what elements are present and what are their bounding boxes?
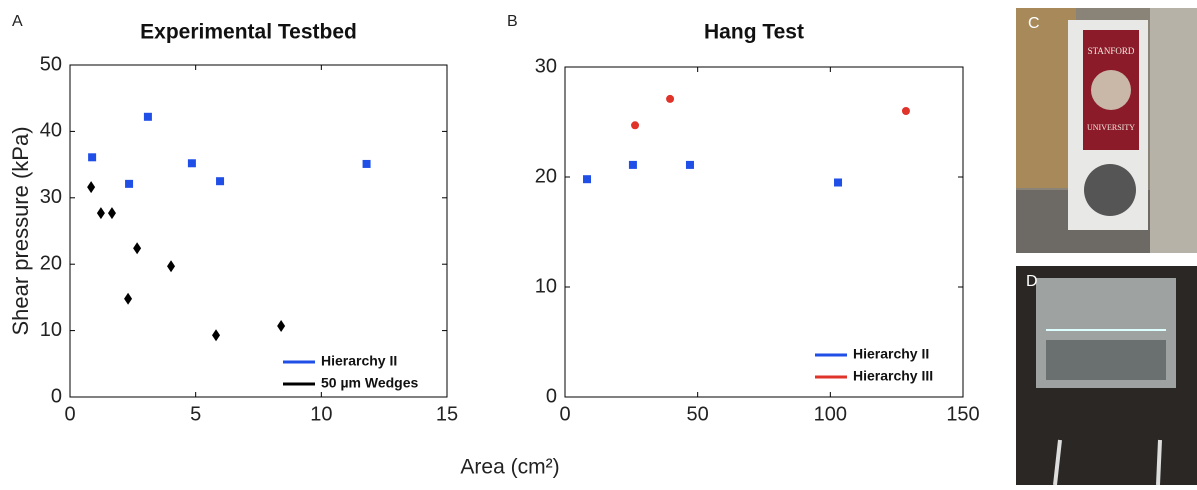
marker [107,207,116,220]
x-tick-label: 10 [310,403,332,425]
photo-weight [1084,164,1136,216]
panel-label: B [507,13,518,30]
photo-wire [1053,439,1062,486]
marker [901,107,910,115]
x-tick-label: 0 [559,403,570,425]
plot-frame [69,64,448,398]
chart: A Experimental Testbed Shear pressure (kPa… [8,13,458,425]
x-axis-label: Area (cm²) [460,456,559,479]
marker [362,159,371,168]
y-tick-label: 50 [40,53,62,75]
panel-label: A [12,13,23,30]
marker [685,160,694,169]
y-tick-label: 10 [535,275,557,297]
photo-seal [1091,70,1131,110]
y-axis-label: Shear pressure (kPa) [8,126,33,335]
y-tick-label: 10 [40,319,62,341]
marker [216,177,225,186]
marker [133,242,142,255]
photo-c: STANFORD UNIVERSITY C [1016,8,1197,253]
panel-label: D [1026,273,1038,290]
marker [628,160,637,169]
x-tick-label: 0 [64,403,75,425]
photo-wire [1156,439,1162,486]
marker [125,179,134,188]
marker [212,329,221,342]
photo-pattern [1046,340,1166,380]
legend-label: 50 µm Wedges [321,375,419,391]
chart-title: Experimental Testbed [140,21,357,44]
chart: B Hang Test 0 50 100 150 0 10 20 30 Hierarchy II Hi… [507,13,980,425]
legend-label: Hierarchy III [853,368,933,384]
banner-text: STANFORD [1088,46,1135,56]
marker [631,121,640,130]
marker [143,112,152,121]
photo-d: D [1016,266,1197,486]
marker [124,292,133,305]
y-tick-label: 30 [535,55,557,77]
y-tick-label: 20 [535,165,557,187]
marker [96,207,105,220]
x-tick-label: 150 [946,403,979,425]
marker [583,175,592,184]
photo-door [1016,8,1076,188]
marker [87,181,96,194]
y-tick-label: 40 [40,120,62,142]
marker [277,319,286,332]
y-tick-label: 0 [51,385,62,407]
y-tick-label: 20 [40,252,62,274]
marker [666,94,675,103]
x-tick-label: 100 [814,403,847,425]
legend-label: Hierarchy II [321,353,397,369]
x-tick-label: 15 [436,403,458,425]
marker [88,153,97,162]
panel-label: C [1028,15,1040,32]
y-tick-label: 0 [546,385,557,407]
marker [167,260,176,273]
x-tick-label: 5 [190,403,201,425]
banner-text: UNIVERSITY [1087,123,1135,132]
y-tick-label: 30 [40,186,62,208]
legend-label: Hierarchy II [853,346,929,362]
plot-frame [564,66,964,398]
chart-title: Hang Test [704,21,804,44]
x-tick-label: 50 [687,403,709,425]
photo-wall [1150,8,1197,253]
marker [834,178,843,187]
marker [187,159,196,168]
